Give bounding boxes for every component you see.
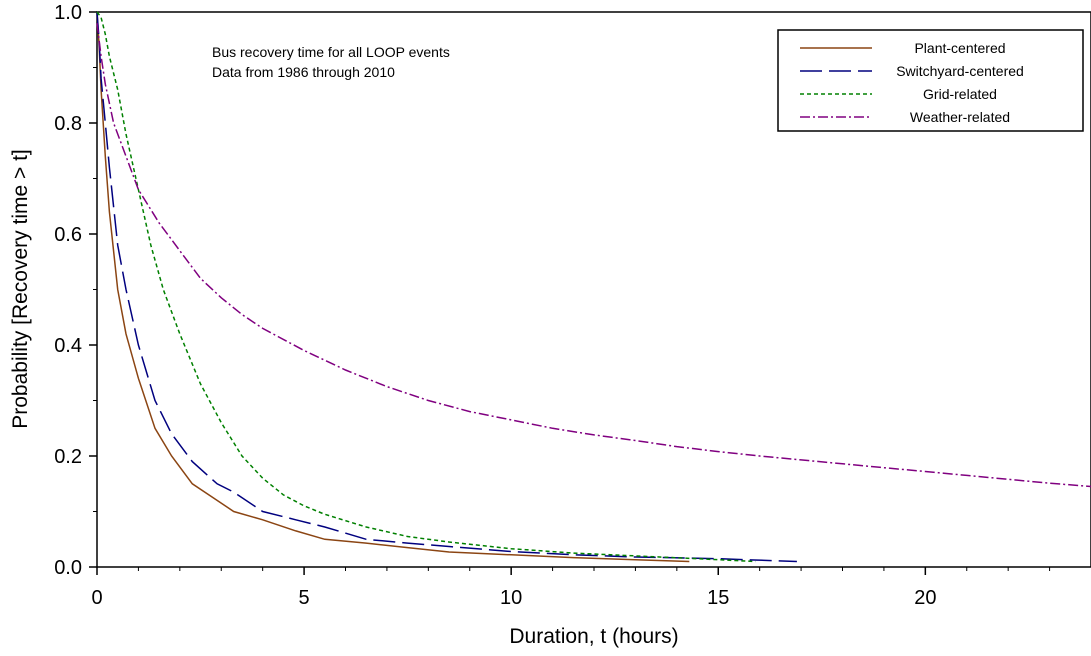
x-tick-label: 10: [500, 587, 522, 609]
legend-items: Plant-centered Switchyard-centered Grid-re…: [800, 40, 1024, 125]
y-tick-label: 0.0: [54, 557, 82, 579]
y-tick-label: 1.0: [54, 2, 82, 24]
annotation-line-1: Bus recovery time for all LOOP events: [212, 44, 450, 60]
series-line-grid-related: [96, 11, 756, 563]
x-tick-label: 0: [91, 587, 102, 609]
y-tick-label: 0.2: [54, 446, 82, 468]
annotation-line-2: Data from 1986 through 2010: [212, 64, 395, 80]
x-axis-title: Duration, t (hours): [509, 625, 678, 648]
series-line-weather-related: [96, 23, 1091, 488]
legend-label: Switchyard-centered: [896, 63, 1024, 79]
y-axis-title: Probability [Recovery time > t]: [9, 149, 32, 429]
y-tick-label: 0.6: [54, 224, 82, 246]
x-tick-label: 20: [914, 587, 936, 609]
x-tick-label: 5: [299, 587, 310, 609]
legend-label: Grid-related: [923, 86, 997, 102]
legend-label: Plant-centered: [914, 40, 1005, 56]
series-layer: [96, 11, 1091, 563]
legend-label: Weather-related: [910, 109, 1010, 125]
legend-box: [777, 29, 1084, 132]
legend: Plant-centered Switchyard-centered Grid-re…: [777, 29, 1084, 132]
x-tick-label: 15: [707, 587, 729, 609]
series-line-plant-centered: [96, 11, 690, 563]
y-tick-label: 0.4: [54, 335, 82, 357]
y-tick-label: 0.8: [54, 113, 82, 135]
ticks-layer: 0 5 10 15 20 0.0 0.2 0.4 0.6 0.8 1.0: [54, 2, 1051, 609]
series-line-switchyard-centered: [96, 11, 797, 563]
